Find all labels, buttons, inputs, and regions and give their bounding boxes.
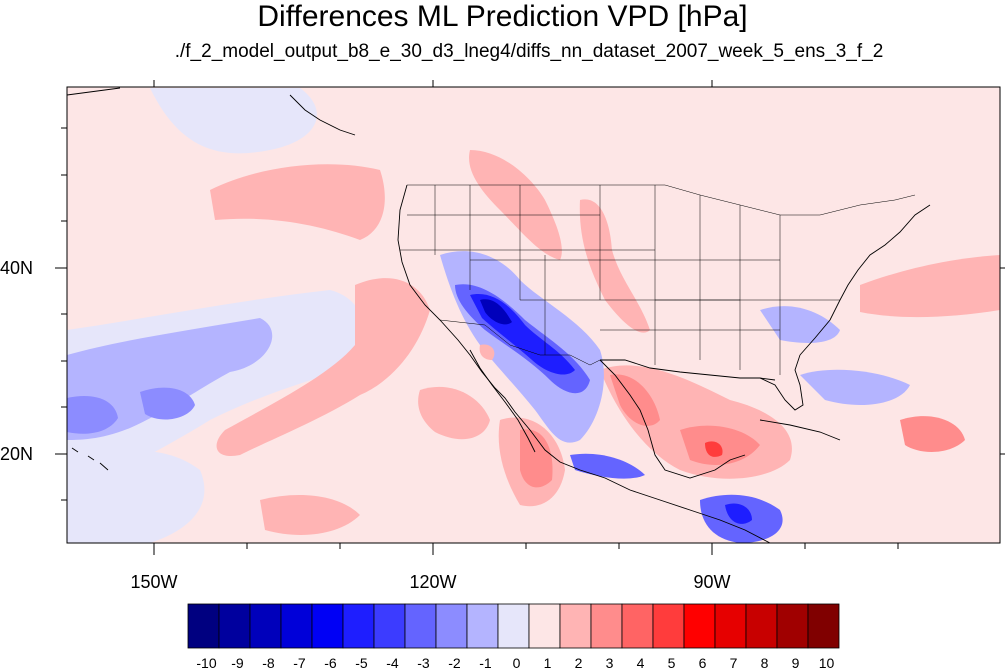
atlantic-coast	[799, 204, 931, 356]
baja-coast	[469, 349, 536, 453]
colorbar-swatch	[497, 603, 530, 649]
colorbar-tick-label: -2	[448, 655, 461, 671]
colorbar-swatch	[621, 603, 654, 649]
colorbar-swatch	[218, 603, 251, 649]
pacific-blue-core-2	[140, 387, 195, 420]
colorbar-swatch	[187, 603, 220, 649]
colorbar-swatch	[776, 603, 809, 649]
pink-band-northwest	[210, 164, 385, 240]
colorbar-swatch	[435, 603, 468, 649]
colorbar-swatch	[404, 603, 437, 649]
axis-ticks	[55, 80, 1005, 555]
colorbar	[187, 603, 840, 649]
gulf-coast	[599, 359, 746, 479]
state-grid-horizontal	[400, 214, 840, 331]
colorbar-tick-label: 1	[543, 655, 552, 671]
colorbar-swatch	[683, 603, 716, 649]
lat-label-20n: 20N	[0, 444, 34, 464]
alaska-coast	[67, 87, 356, 136]
plot-subtitle: ./f_2_model_output_b8_e_30_d3_lneg4/diff…	[174, 41, 884, 62]
colorbar-swatch	[528, 603, 561, 649]
colorbar-swatch	[373, 603, 406, 649]
colorbar-tick-label: -7	[293, 655, 306, 671]
east-red-patch	[900, 416, 965, 452]
colorbar-tick-label: -9	[231, 655, 244, 671]
gulf-red	[610, 374, 660, 426]
lon-label-150w: 150W	[130, 572, 178, 592]
colorbar-tick-label: 7	[729, 655, 738, 671]
lat-label-40n: 40N	[0, 258, 34, 278]
colorbar-tick-label: 3	[605, 655, 614, 671]
colorbar-tick-label: -8	[262, 655, 275, 671]
red-mexico-west	[520, 429, 553, 488]
colorbar-swatch	[652, 603, 685, 649]
pacific-blue-patch	[67, 318, 273, 440]
colorbar-tick-label: 0	[512, 655, 521, 671]
pink-band-texas	[579, 199, 650, 333]
pink-pacific-south	[260, 495, 360, 535]
map-fill-layer	[67, 87, 1000, 543]
colorbar-tick-label: 2	[574, 655, 583, 671]
southeast-blue-2	[800, 369, 910, 405]
state-borders	[400, 184, 916, 375]
colorbar-tick-label: 5	[667, 655, 676, 671]
colorbar-tick-label: -3	[417, 655, 430, 671]
colorbar-tick-label: -1	[479, 655, 492, 671]
colorbar-tick-label: 6	[698, 655, 707, 671]
colorbar-swatch	[466, 603, 499, 649]
hawaii	[71, 447, 109, 471]
plot-title: Differences ML Prediction VPD [hPa]	[257, 0, 748, 33]
pink-band-atlantic	[860, 255, 1000, 318]
colorbar-tick-label: -4	[386, 655, 399, 671]
caribbean-hot	[705, 441, 723, 457]
coastlines	[67, 87, 931, 543]
florida-coast	[759, 354, 804, 411]
colorbar-swatch	[342, 603, 375, 649]
colorbar-tick-label: 4	[636, 655, 645, 671]
colorbar-swatch	[311, 603, 344, 649]
colorbar-tick-label: 10	[818, 655, 835, 671]
map-frame	[66, 86, 1001, 544]
pacific-blue-lower	[67, 451, 205, 543]
colorbar-tick-label: -5	[355, 655, 368, 671]
colorbar-tick-label: 9	[791, 655, 800, 671]
lon-label-90w: 90W	[693, 572, 731, 592]
sw-blue-darkest	[480, 299, 512, 325]
colorbar-tick-label: -10	[196, 655, 217, 671]
north-blue-patch	[150, 88, 317, 154]
colorbar-swatch	[807, 603, 840, 649]
pink-band-pacific	[216, 278, 430, 456]
colorbar-tick-label: 8	[760, 655, 769, 671]
mexico-us-border	[439, 319, 601, 366]
pink-baja-offshore	[418, 386, 490, 440]
pacific-blue-core	[67, 396, 118, 434]
sw-pink-baja	[479, 344, 495, 360]
colorbar-swatch	[745, 603, 778, 649]
cuba	[759, 419, 841, 441]
colorbar-swatch	[280, 603, 313, 649]
colorbar-swatch	[559, 603, 592, 649]
pink-band-plains	[469, 150, 562, 260]
colorbar-swatch	[714, 603, 747, 649]
us-gulf-coast	[600, 359, 776, 381]
colorbar-swatch	[590, 603, 623, 649]
lon-label-120w: 120W	[409, 572, 457, 592]
central-america-deep	[725, 503, 752, 524]
state-grid-vertical	[434, 185, 781, 375]
colorbar-tick-label: -6	[324, 655, 337, 671]
north-america-coast	[397, 184, 771, 543]
colorbar-swatch	[249, 603, 282, 649]
